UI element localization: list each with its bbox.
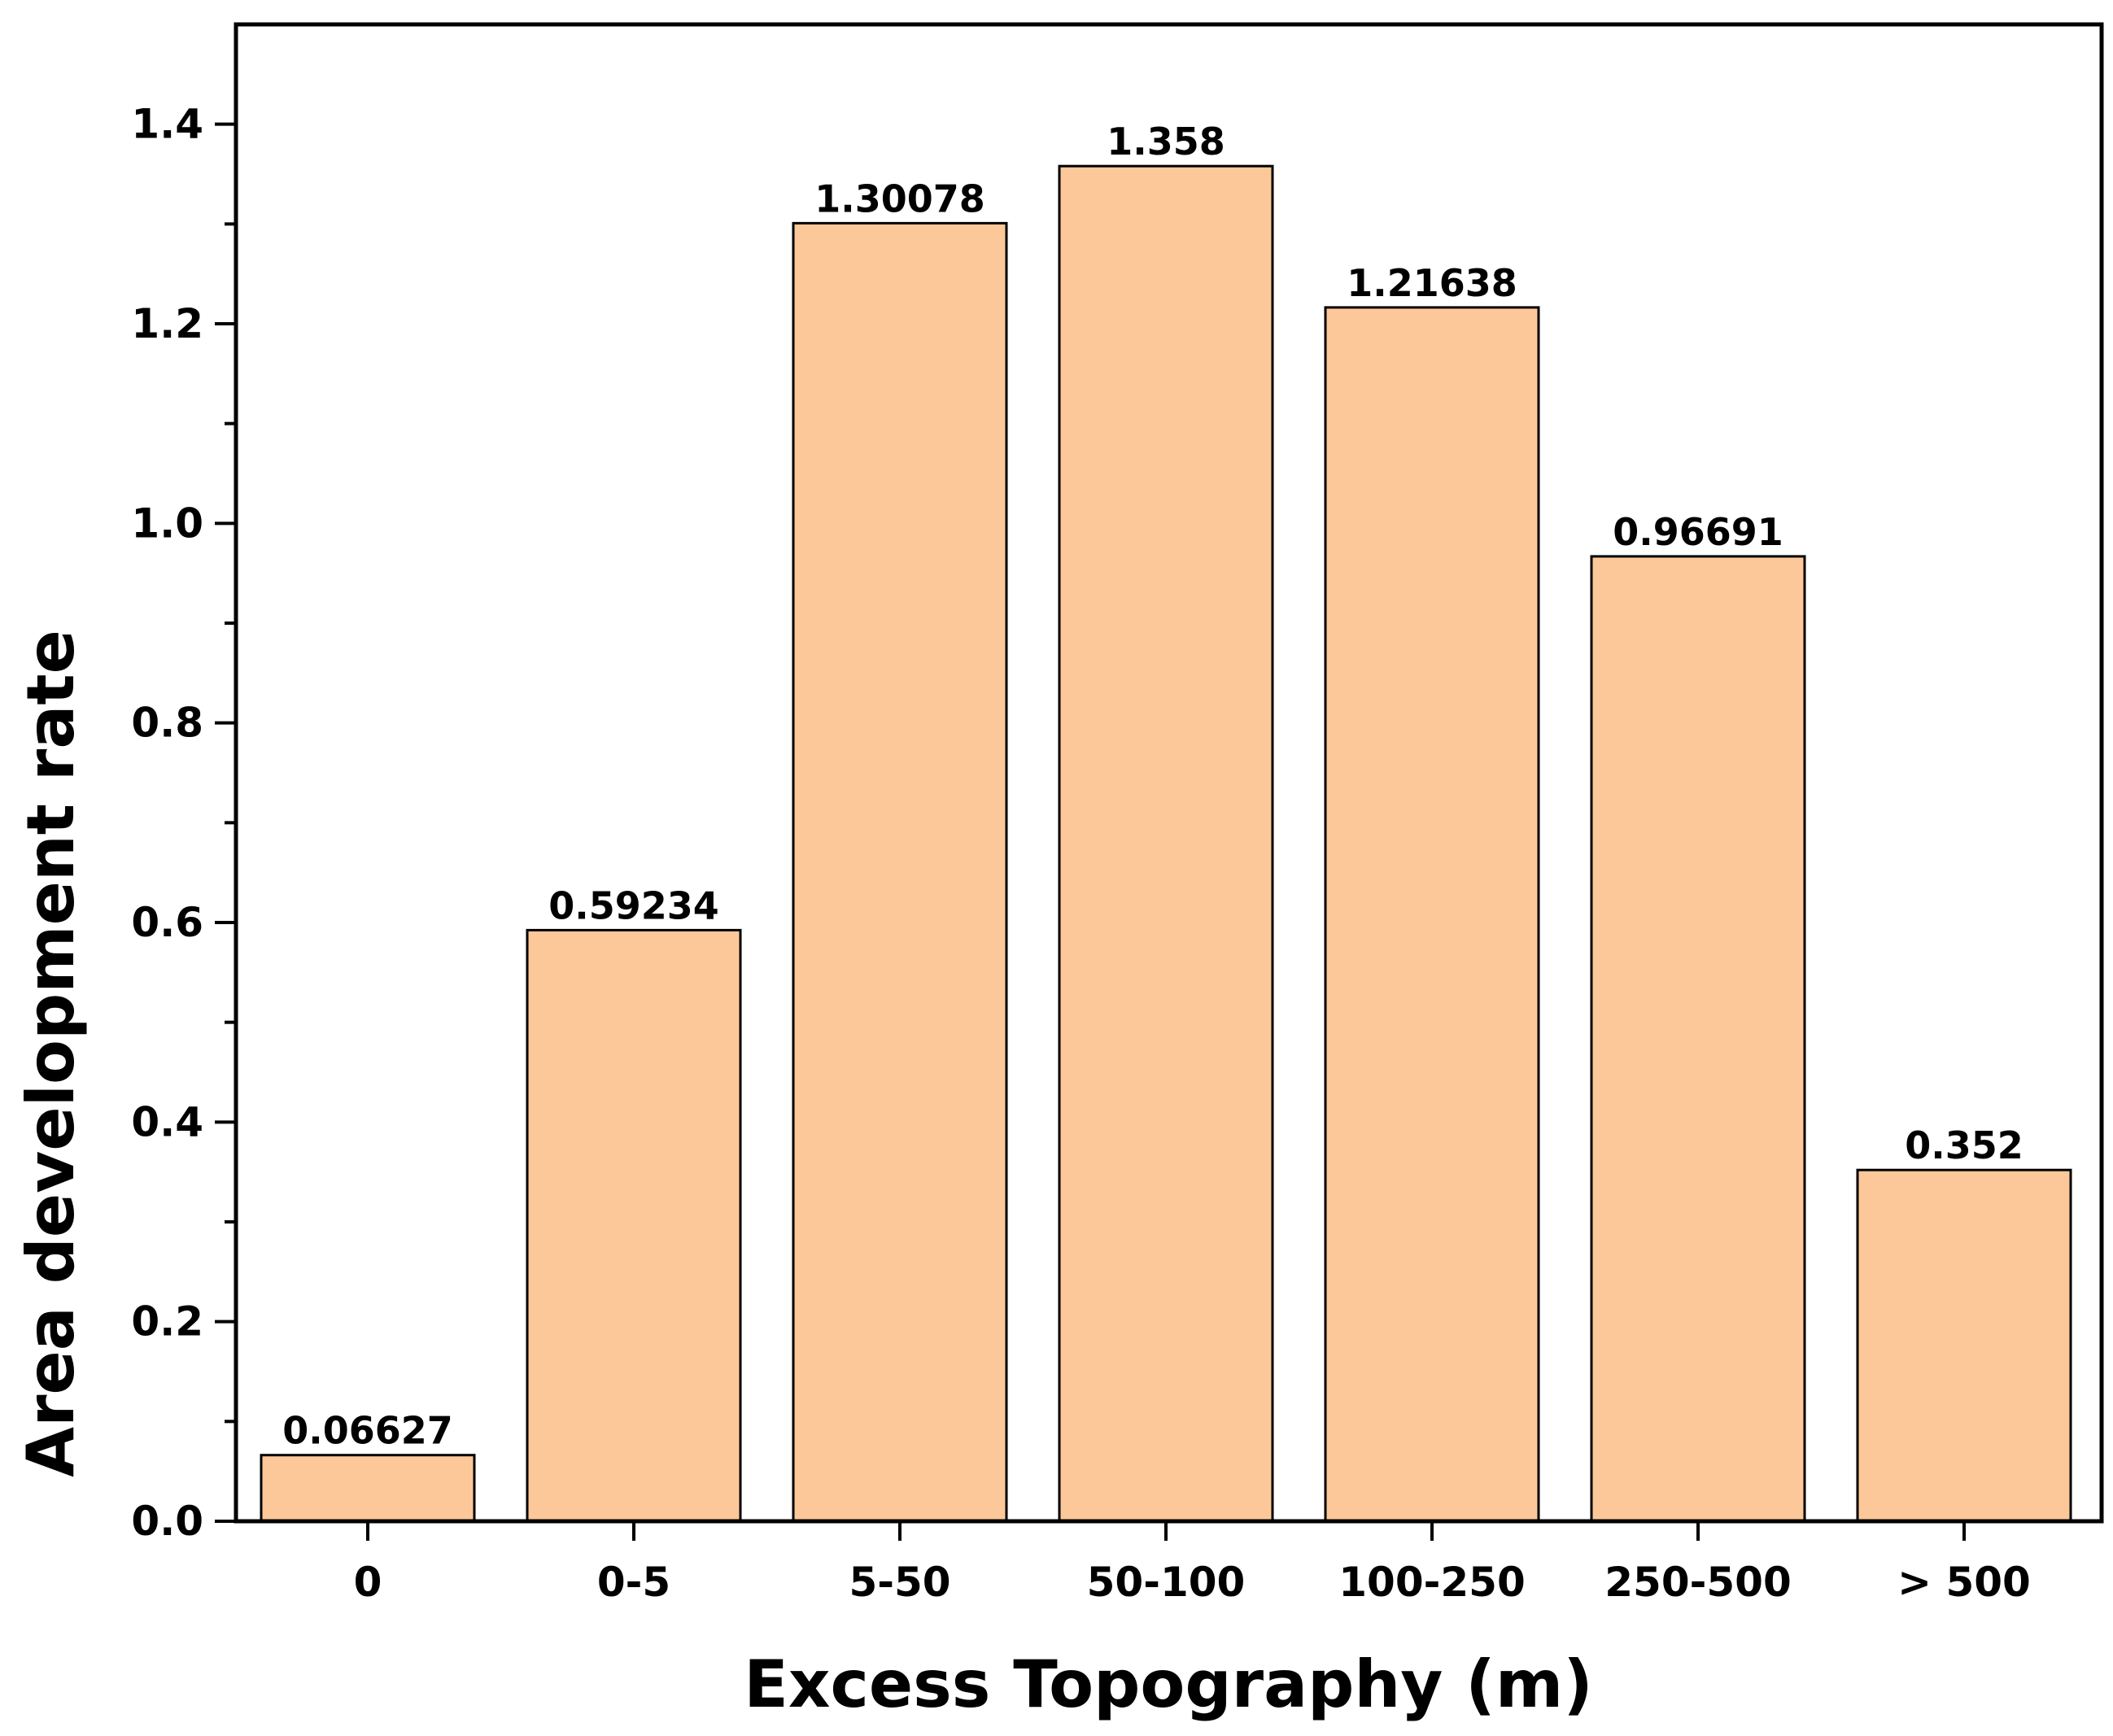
y-tick-label-3: 0.6	[131, 899, 203, 946]
y-axis-title: Area development rate	[13, 630, 89, 1477]
bar-4	[1324, 306, 1540, 1523]
labels-layer: 0.06627 0 0.59234 0-5 1.30078 5-50 1.358 50-100…	[131, 101, 2030, 1606]
bar-1	[526, 928, 742, 1523]
x-axis-title: Excess Topography (m)	[744, 1647, 1593, 1722]
x-tick-label-2: 5-50	[849, 1559, 950, 1606]
axes-layer	[215, 22, 2104, 1541]
x-tick-label-5: 250-500	[1604, 1559, 1792, 1606]
data-label-5: 0.96691	[1613, 510, 1783, 554]
data-label-3: 1.358	[1107, 120, 1225, 164]
bar-3	[1058, 164, 1274, 1523]
x-tick-label-3: 50-100	[1087, 1559, 1246, 1606]
data-label-4: 1.21638	[1347, 261, 1517, 305]
y-tick-label-7: 1.4	[131, 101, 203, 148]
x-tick-label-0: 0	[354, 1559, 382, 1606]
y-tick-label-1: 0.2	[131, 1298, 203, 1346]
data-label-1: 0.59234	[548, 883, 719, 927]
bar-0	[260, 1454, 476, 1523]
y-tick-label-6: 1.2	[131, 300, 203, 347]
plot-frame	[234, 22, 2104, 1524]
data-label-0: 0.06627	[282, 1409, 453, 1453]
data-label-6: 0.352	[1905, 1123, 2024, 1167]
bar-5	[1590, 555, 1806, 1523]
y-tick-label-5: 1.0	[131, 499, 203, 547]
data-label-2: 1.30078	[814, 177, 985, 220]
y-tick-label-4: 0.8	[131, 700, 203, 747]
bar-2	[792, 221, 1008, 1523]
bar-6	[1856, 1168, 2072, 1523]
x-tick-label-4: 100-250	[1338, 1559, 1526, 1606]
y-tick-label-2: 0.4	[131, 1098, 203, 1145]
x-tick-label-6: > 500	[1897, 1559, 2031, 1606]
y-tick-label-0: 0.0	[131, 1498, 203, 1545]
bars-layer	[260, 164, 2072, 1523]
x-tick-label-1: 0-5	[597, 1559, 670, 1606]
